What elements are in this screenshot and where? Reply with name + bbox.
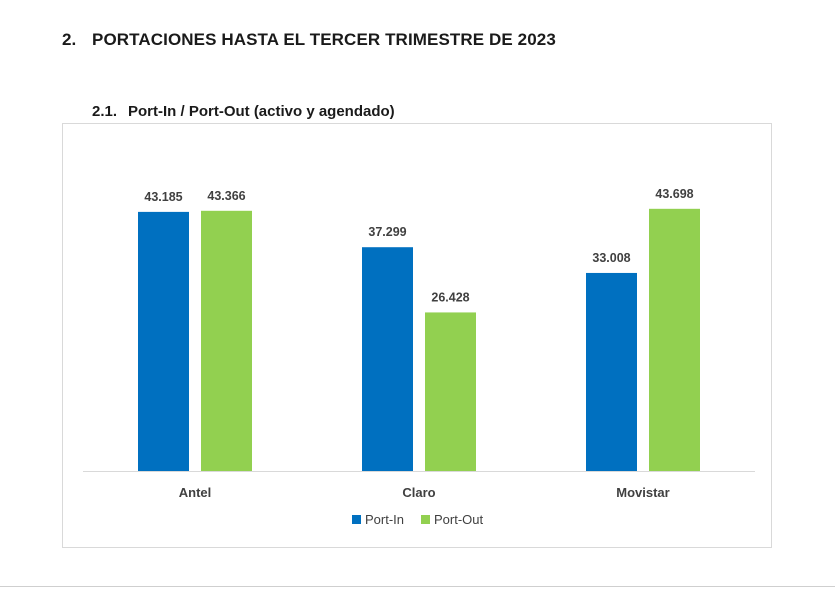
data-label-antel-port-out: 43.366 — [207, 189, 245, 203]
legend-swatch-port-in — [352, 515, 361, 524]
bar-antel-port-in — [138, 211, 189, 471]
data-label-movistar-port-out: 43.698 — [655, 187, 693, 201]
bar-claro-port-in — [362, 247, 413, 471]
data-label-movistar-port-in: 33.008 — [592, 251, 630, 265]
subsection-title: 2.1. Port-In / Port-Out (activo y agendad… — [92, 103, 395, 120]
bar-claro-port-out — [425, 312, 476, 471]
section-title: 2. PORTACIONES HASTA EL TERCER TRIMESTRE … — [62, 30, 556, 50]
legend-label-port-in: Port-In — [365, 512, 404, 527]
legend-swatch-port-out — [421, 515, 430, 524]
data-label-claro-port-out: 26.428 — [431, 290, 469, 304]
bar-antel-port-out — [201, 210, 252, 471]
category-label-movistar: Movistar — [616, 485, 669, 500]
bar-movistar-port-in — [586, 272, 637, 471]
page-divider — [0, 586, 835, 587]
subsection-number: 2.1. — [92, 103, 118, 120]
bar-chart: 43.185 43.366 Antel 37.299 26.428 Claro 33.008… — [83, 187, 755, 527]
subsection-title-text: Port-In / Port-Out (activo y agendado) — [128, 103, 395, 120]
category-label-antel: Antel — [179, 485, 212, 500]
section-number: 2. — [62, 30, 77, 49]
bar-movistar-port-out — [649, 208, 700, 471]
section-title-text: PORTACIONES HASTA EL TERCER TRIMESTRE DE… — [92, 30, 556, 49]
legend-label-port-out: Port-Out — [434, 512, 484, 527]
category-label-claro: Claro — [402, 485, 435, 500]
data-label-claro-port-in: 37.299 — [368, 225, 406, 239]
chart-frame: 43.185 43.366 Antel 37.299 26.428 Claro 33.008… — [62, 123, 772, 548]
data-label-antel-port-in: 43.185 — [144, 190, 182, 204]
